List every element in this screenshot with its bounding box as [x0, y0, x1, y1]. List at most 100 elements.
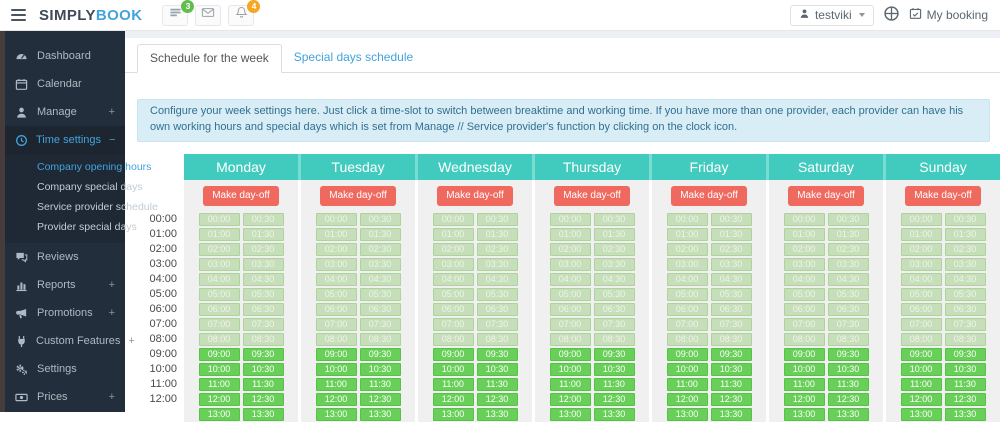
time-slot[interactable]: 05:30 — [359, 287, 401, 301]
time-slot[interactable]: 02:00 — [315, 242, 357, 256]
time-slot[interactable]: 10:00 — [198, 362, 240, 376]
time-slot[interactable]: 01:00 — [783, 227, 825, 241]
sidebar-item-time-settings[interactable]: Time settings − — [0, 126, 125, 154]
time-slot[interactable]: 13:00 — [315, 407, 357, 421]
time-slot[interactable]: 00:00 — [783, 212, 825, 226]
time-slot[interactable]: 07:30 — [944, 317, 986, 331]
make-day-off-button[interactable]: Make day-off — [788, 185, 864, 206]
time-slot[interactable]: 01:00 — [900, 227, 942, 241]
time-slot[interactable]: 10:30 — [944, 362, 986, 376]
time-slot[interactable]: 04:30 — [359, 272, 401, 286]
time-slot[interactable]: 12:00 — [432, 392, 474, 406]
time-slot[interactable]: 13:00 — [666, 407, 708, 421]
time-slot[interactable]: 11:30 — [593, 377, 635, 391]
tab-special-days-schedule[interactable]: Special days schedule — [293, 50, 414, 64]
time-slot[interactable]: 01:00 — [549, 227, 591, 241]
notifications-button[interactable]: 4 — [228, 0, 261, 26]
time-slot[interactable]: 08:00 — [549, 332, 591, 346]
my-booking-button[interactable]: My booking — [909, 7, 988, 23]
time-slot[interactable]: 08:00 — [198, 332, 240, 346]
time-slot[interactable]: 03:30 — [476, 257, 518, 271]
time-slot[interactable]: 05:00 — [783, 287, 825, 301]
time-slot[interactable]: 06:30 — [944, 302, 986, 316]
time-slot[interactable]: 09:30 — [359, 347, 401, 361]
time-slot[interactable]: 06:30 — [476, 302, 518, 316]
time-slot[interactable]: 06:00 — [783, 302, 825, 316]
time-slot[interactable]: 01:30 — [476, 227, 518, 241]
time-slot[interactable]: 11:30 — [710, 377, 752, 391]
sidebar-item-reports[interactable]: Reports + — [0, 271, 125, 299]
time-slot[interactable]: 10:30 — [827, 362, 869, 376]
time-slot[interactable]: 01:30 — [242, 227, 284, 241]
time-slot[interactable]: 06:00 — [666, 302, 708, 316]
time-slot[interactable]: 04:00 — [198, 272, 240, 286]
user-menu[interactable]: testviki — [789, 4, 874, 26]
time-slot[interactable]: 08:00 — [900, 332, 942, 346]
time-slot[interactable]: 11:30 — [242, 377, 284, 391]
time-slot[interactable]: 00:30 — [944, 212, 986, 226]
time-slot[interactable]: 05:30 — [944, 287, 986, 301]
time-slot[interactable]: 13:00 — [900, 407, 942, 421]
sidebar-item-dashboard[interactable]: Dashboard — [0, 42, 125, 70]
time-slot[interactable]: 09:30 — [476, 347, 518, 361]
time-slot[interactable]: 03:00 — [900, 257, 942, 271]
sidebar-item-settings[interactable]: Settings — [0, 355, 125, 383]
time-slot[interactable]: 10:00 — [315, 362, 357, 376]
time-slot[interactable]: 07:30 — [593, 317, 635, 331]
time-slot[interactable]: 05:00 — [198, 287, 240, 301]
time-slot[interactable]: 07:30 — [242, 317, 284, 331]
time-slot[interactable]: 07:30 — [710, 317, 752, 331]
time-slot[interactable]: 08:30 — [593, 332, 635, 346]
time-slot[interactable]: 09:00 — [900, 347, 942, 361]
time-slot[interactable]: 09:00 — [549, 347, 591, 361]
time-slot[interactable]: 08:00 — [315, 332, 357, 346]
time-slot[interactable]: 01:30 — [593, 227, 635, 241]
time-slot[interactable]: 01:30 — [710, 227, 752, 241]
time-slot[interactable]: 05:30 — [476, 287, 518, 301]
time-slot[interactable]: 12:30 — [242, 392, 284, 406]
time-slot[interactable]: 12:00 — [549, 392, 591, 406]
time-slot[interactable]: 13:30 — [359, 407, 401, 421]
time-slot[interactable]: 13:00 — [198, 407, 240, 421]
make-day-off-button[interactable]: Make day-off — [320, 185, 396, 206]
time-slot[interactable]: 13:30 — [242, 407, 284, 421]
time-slot[interactable]: 11:30 — [476, 377, 518, 391]
time-slot[interactable]: 08:30 — [242, 332, 284, 346]
time-slot[interactable]: 06:00 — [315, 302, 357, 316]
time-slot[interactable]: 13:00 — [432, 407, 474, 421]
time-slot[interactable]: 04:00 — [315, 272, 357, 286]
sidebar-subitem-company-opening-hours[interactable]: Company opening hours — [37, 161, 152, 173]
time-slot[interactable]: 13:30 — [476, 407, 518, 421]
time-slot[interactable]: 03:00 — [198, 257, 240, 271]
time-slot[interactable]: 04:30 — [944, 272, 986, 286]
time-slot[interactable]: 06:30 — [242, 302, 284, 316]
time-slot[interactable]: 01:30 — [827, 227, 869, 241]
time-slot[interactable]: 03:00 — [432, 257, 474, 271]
time-slot[interactable]: 09:00 — [432, 347, 474, 361]
time-slot[interactable]: 06:00 — [198, 302, 240, 316]
time-slot[interactable]: 02:00 — [900, 242, 942, 256]
time-slot[interactable]: 02:30 — [476, 242, 518, 256]
time-slot[interactable]: 11:30 — [827, 377, 869, 391]
time-slot[interactable]: 02:00 — [198, 242, 240, 256]
app-logo[interactable]: SIMPLYBOOK — [39, 7, 142, 24]
time-slot[interactable]: 02:00 — [432, 242, 474, 256]
time-slot[interactable]: 12:30 — [476, 392, 518, 406]
time-slot[interactable]: 13:30 — [827, 407, 869, 421]
time-slot[interactable]: 07:30 — [359, 317, 401, 331]
time-slot[interactable]: 10:30 — [476, 362, 518, 376]
time-slot[interactable]: 04:30 — [593, 272, 635, 286]
time-slot[interactable]: 12:00 — [783, 392, 825, 406]
time-slot[interactable]: 00:00 — [432, 212, 474, 226]
time-slot[interactable]: 02:00 — [666, 242, 708, 256]
time-slot[interactable]: 00:30 — [827, 212, 869, 226]
time-slot[interactable]: 05:30 — [710, 287, 752, 301]
sidebar-subitem-provider-special-days[interactable]: Provider special days — [37, 221, 137, 233]
time-slot[interactable]: 11:00 — [549, 377, 591, 391]
time-slot[interactable]: 10:00 — [783, 362, 825, 376]
sidebar-item-reviews[interactable]: Reviews — [0, 243, 125, 271]
time-slot[interactable]: 04:00 — [549, 272, 591, 286]
time-slot[interactable]: 10:00 — [900, 362, 942, 376]
time-slot[interactable]: 06:30 — [593, 302, 635, 316]
time-slot[interactable]: 12:30 — [359, 392, 401, 406]
